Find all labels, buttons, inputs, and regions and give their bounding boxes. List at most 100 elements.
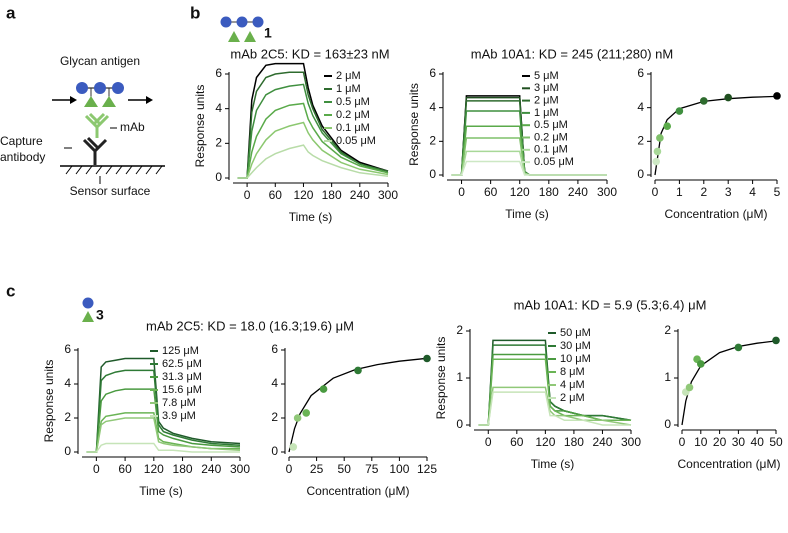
series-line bbox=[237, 121, 389, 179]
legend-label: 15.6 μM bbox=[162, 384, 202, 396]
data-point bbox=[423, 354, 431, 363]
data-point bbox=[773, 92, 781, 100]
x-tick-label: 300 bbox=[621, 435, 641, 449]
x-tick-label: 300 bbox=[230, 462, 250, 476]
x-tick-label: 3 bbox=[725, 185, 732, 199]
x-axis-label: Concentration (μM) bbox=[307, 484, 410, 498]
data-point bbox=[724, 93, 732, 102]
y-tick-label: 2 bbox=[271, 410, 278, 424]
x-tick-label: 100 bbox=[389, 462, 409, 476]
series-line bbox=[451, 110, 607, 176]
fit-line bbox=[288, 357, 428, 453]
x-axis-label: Time (s) bbox=[531, 457, 575, 471]
x-tick-label: 300 bbox=[378, 188, 398, 202]
x-tick-label: 180 bbox=[322, 188, 342, 202]
x-tick-label: 40 bbox=[751, 435, 765, 449]
x-axis-label: Time (s) bbox=[139, 484, 183, 498]
x-tick-label: 180 bbox=[539, 185, 559, 199]
glycan-icon: 1 bbox=[220, 16, 272, 42]
series-line bbox=[86, 417, 241, 453]
y-tick-label: 0 bbox=[637, 167, 644, 181]
series-line bbox=[237, 62, 389, 179]
x-tick-label: 0 bbox=[679, 435, 686, 449]
legend-label: 62.5 μM bbox=[162, 358, 202, 370]
series-line bbox=[451, 150, 607, 176]
legend-label: 3 μM bbox=[534, 82, 559, 94]
legend-label: 2 μM bbox=[336, 70, 361, 82]
series-line bbox=[86, 357, 241, 453]
data-point bbox=[685, 383, 694, 392]
series-line bbox=[478, 386, 632, 426]
x-tick-label: 60 bbox=[118, 462, 132, 476]
y-tick-label: 2 bbox=[664, 323, 671, 337]
data-point bbox=[772, 336, 780, 345]
x-tick-label: 240 bbox=[592, 435, 612, 449]
x-tick-label: 25 bbox=[310, 462, 324, 476]
series-line bbox=[86, 388, 241, 453]
data-point bbox=[734, 343, 743, 352]
data-point bbox=[700, 97, 708, 105]
x-tick-label: 125 bbox=[417, 462, 437, 476]
legend-label: 0.1 μM bbox=[336, 122, 370, 134]
x-axis-label: Concentration (μM) bbox=[665, 207, 768, 221]
data-point bbox=[354, 366, 362, 375]
x-tick-label: 75 bbox=[365, 462, 379, 476]
data-point bbox=[656, 134, 664, 142]
y-tick-label: 0 bbox=[271, 444, 278, 458]
data-point bbox=[293, 414, 302, 422]
y-tick-label: 4 bbox=[215, 101, 222, 115]
series-line bbox=[451, 137, 607, 176]
y-tick-label: 0 bbox=[429, 167, 436, 181]
x-tick-label: 180 bbox=[173, 462, 193, 476]
x-tick-label: 2 bbox=[700, 185, 707, 199]
series-line bbox=[478, 358, 631, 426]
y-tick-label: 0 bbox=[664, 417, 671, 431]
x-tick-label: 0 bbox=[458, 185, 465, 199]
legend-label: 4 μM bbox=[560, 379, 585, 391]
x-tick-label: 120 bbox=[535, 435, 555, 449]
legend-label: 0.05 μM bbox=[336, 135, 376, 147]
y-tick-label: 0 bbox=[215, 170, 222, 184]
fit-line bbox=[681, 340, 777, 426]
x-tick-label: 60 bbox=[484, 185, 498, 199]
x-tick-label: 50 bbox=[769, 435, 783, 449]
y-tick-label: 4 bbox=[429, 100, 436, 114]
series-line bbox=[86, 442, 240, 453]
fit-line bbox=[654, 95, 778, 176]
series-line bbox=[451, 95, 607, 176]
x-tick-label: 20 bbox=[713, 435, 727, 449]
glycan-icon: 3 bbox=[82, 297, 104, 323]
x-tick-label: 0 bbox=[652, 185, 659, 199]
series-line bbox=[237, 71, 389, 179]
y-tick-label: 4 bbox=[64, 376, 71, 390]
data-point bbox=[302, 409, 311, 417]
legend-label: 125 μM bbox=[162, 345, 199, 357]
x-tick-label: 4 bbox=[749, 185, 756, 199]
chart-title: mAb 2C5: KD = 163±23 nM bbox=[230, 46, 389, 61]
x-tick-label: 60 bbox=[510, 435, 524, 449]
x-tick-label: 180 bbox=[564, 435, 584, 449]
diagram-label: antibody bbox=[0, 150, 45, 164]
y-axis-label: Response units bbox=[407, 83, 421, 166]
y-axis-label: Response units bbox=[193, 85, 207, 168]
y-tick-label: 1 bbox=[664, 370, 671, 384]
legend-label: 30 μM bbox=[560, 340, 591, 352]
x-tick-label: 300 bbox=[597, 185, 617, 199]
diagram-label: Glycan antigen bbox=[60, 54, 140, 68]
data-point bbox=[289, 443, 298, 451]
x-tick-label: 120 bbox=[144, 462, 164, 476]
chart-title: mAb 10A1: KD = 5.9 (5.3;6.4) μM bbox=[514, 297, 707, 312]
y-tick-label: 2 bbox=[456, 323, 463, 337]
x-axis-label: Time (s) bbox=[289, 210, 333, 224]
legend-label: 0.5 μM bbox=[534, 119, 568, 131]
x-tick-label: 30 bbox=[732, 435, 746, 449]
legend-label: 0.2 μM bbox=[336, 109, 370, 121]
legend-label: 2 μM bbox=[560, 392, 585, 404]
legend-label: 7.8 μM bbox=[162, 397, 196, 409]
y-tick-label: 1 bbox=[456, 370, 463, 384]
legend-label: 2 μM bbox=[534, 95, 559, 107]
legend-label: 3.9 μM bbox=[162, 410, 196, 422]
x-tick-label: 5 bbox=[774, 185, 781, 199]
x-tick-label: 60 bbox=[269, 188, 283, 202]
